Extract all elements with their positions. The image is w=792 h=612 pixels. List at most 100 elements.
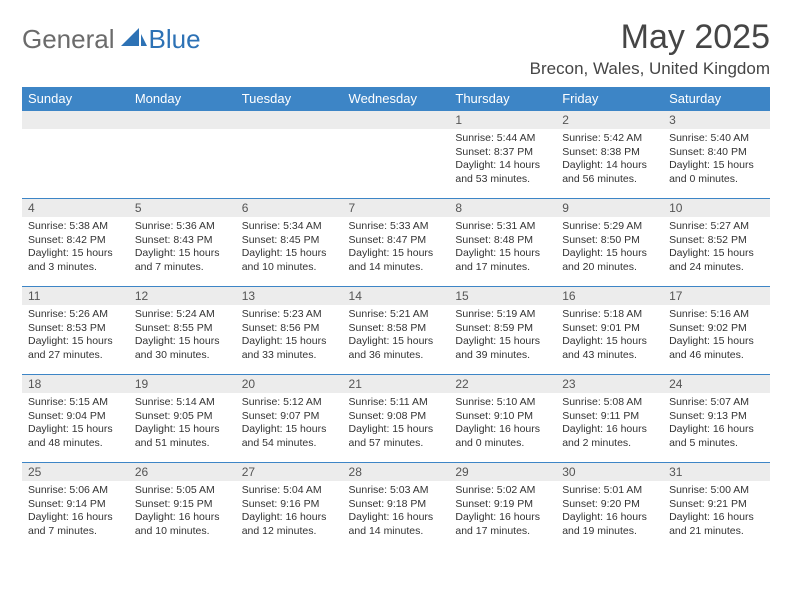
calendar-cell: 8Sunrise: 5:31 AMSunset: 8:48 PMDaylight…: [449, 199, 556, 287]
day-details: Sunrise: 5:18 AMSunset: 9:01 PMDaylight:…: [556, 305, 663, 367]
daynum-empty: [22, 111, 129, 129]
day-details: Sunrise: 5:07 AMSunset: 9:13 PMDaylight:…: [663, 393, 770, 455]
daynum: 3: [663, 111, 770, 129]
month-title: May 2025: [530, 18, 770, 57]
daynum: 13: [236, 287, 343, 305]
calendar-cell: 5Sunrise: 5:36 AMSunset: 8:43 PMDaylight…: [129, 199, 236, 287]
day-details: Sunrise: 5:06 AMSunset: 9:14 PMDaylight:…: [22, 481, 129, 543]
calendar-cell: 25Sunrise: 5:06 AMSunset: 9:14 PMDayligh…: [22, 463, 129, 551]
calendar-cell: 2Sunrise: 5:42 AMSunset: 8:38 PMDaylight…: [556, 111, 663, 199]
day-details: Sunrise: 5:16 AMSunset: 9:02 PMDaylight:…: [663, 305, 770, 367]
daynum: 11: [22, 287, 129, 305]
col-monday: Monday: [129, 87, 236, 111]
calendar-cell: 11Sunrise: 5:26 AMSunset: 8:53 PMDayligh…: [22, 287, 129, 375]
day-details: Sunrise: 5:24 AMSunset: 8:55 PMDaylight:…: [129, 305, 236, 367]
daynum: 15: [449, 287, 556, 305]
day-details: Sunrise: 5:31 AMSunset: 8:48 PMDaylight:…: [449, 217, 556, 279]
calendar-cell: 14Sunrise: 5:21 AMSunset: 8:58 PMDayligh…: [343, 287, 450, 375]
col-friday: Friday: [556, 87, 663, 111]
calendar-cell: 13Sunrise: 5:23 AMSunset: 8:56 PMDayligh…: [236, 287, 343, 375]
daynum: 24: [663, 375, 770, 393]
calendar-cell: 24Sunrise: 5:07 AMSunset: 9:13 PMDayligh…: [663, 375, 770, 463]
col-wednesday: Wednesday: [343, 87, 450, 111]
location: Brecon, Wales, United Kingdom: [530, 59, 770, 79]
logo-text-blue: Blue: [149, 24, 201, 55]
calendar-cell: 16Sunrise: 5:18 AMSunset: 9:01 PMDayligh…: [556, 287, 663, 375]
calendar-table: Sunday Monday Tuesday Wednesday Thursday…: [22, 87, 770, 551]
calendar-cell: 20Sunrise: 5:12 AMSunset: 9:07 PMDayligh…: [236, 375, 343, 463]
daynum: 31: [663, 463, 770, 481]
calendar-cell: [129, 111, 236, 199]
title-block: May 2025 Brecon, Wales, United Kingdom: [530, 18, 770, 79]
daynum: 1: [449, 111, 556, 129]
day-details: Sunrise: 5:23 AMSunset: 8:56 PMDaylight:…: [236, 305, 343, 367]
daynum: 5: [129, 199, 236, 217]
day-details: Sunrise: 5:27 AMSunset: 8:52 PMDaylight:…: [663, 217, 770, 279]
day-details: Sunrise: 5:05 AMSunset: 9:15 PMDaylight:…: [129, 481, 236, 543]
daynum: 7: [343, 199, 450, 217]
daynum: 9: [556, 199, 663, 217]
calendar-row: 4Sunrise: 5:38 AMSunset: 8:42 PMDaylight…: [22, 199, 770, 287]
day-details: Sunrise: 5:14 AMSunset: 9:05 PMDaylight:…: [129, 393, 236, 455]
calendar-cell: 29Sunrise: 5:02 AMSunset: 9:19 PMDayligh…: [449, 463, 556, 551]
calendar-cell: 12Sunrise: 5:24 AMSunset: 8:55 PMDayligh…: [129, 287, 236, 375]
day-details: Sunrise: 5:38 AMSunset: 8:42 PMDaylight:…: [22, 217, 129, 279]
calendar-cell: 28Sunrise: 5:03 AMSunset: 9:18 PMDayligh…: [343, 463, 450, 551]
calendar-cell: 26Sunrise: 5:05 AMSunset: 9:15 PMDayligh…: [129, 463, 236, 551]
day-details: Sunrise: 5:21 AMSunset: 8:58 PMDaylight:…: [343, 305, 450, 367]
logo-text-general: General: [22, 24, 115, 55]
daynum: 12: [129, 287, 236, 305]
calendar-row: 25Sunrise: 5:06 AMSunset: 9:14 PMDayligh…: [22, 463, 770, 551]
day-details: Sunrise: 5:08 AMSunset: 9:11 PMDaylight:…: [556, 393, 663, 455]
daynum: 26: [129, 463, 236, 481]
daynum: 19: [129, 375, 236, 393]
daynum: 14: [343, 287, 450, 305]
day-details: Sunrise: 5:33 AMSunset: 8:47 PMDaylight:…: [343, 217, 450, 279]
day-details: Sunrise: 5:00 AMSunset: 9:21 PMDaylight:…: [663, 481, 770, 543]
day-details: Sunrise: 5:40 AMSunset: 8:40 PMDaylight:…: [663, 129, 770, 191]
col-sunday: Sunday: [22, 87, 129, 111]
calendar-cell: 17Sunrise: 5:16 AMSunset: 9:02 PMDayligh…: [663, 287, 770, 375]
day-details: Sunrise: 5:42 AMSunset: 8:38 PMDaylight:…: [556, 129, 663, 191]
calendar-cell: 23Sunrise: 5:08 AMSunset: 9:11 PMDayligh…: [556, 375, 663, 463]
daynum-empty: [343, 111, 450, 129]
calendar-cell: 7Sunrise: 5:33 AMSunset: 8:47 PMDaylight…: [343, 199, 450, 287]
day-details: Sunrise: 5:29 AMSunset: 8:50 PMDaylight:…: [556, 217, 663, 279]
calendar-row: 18Sunrise: 5:15 AMSunset: 9:04 PMDayligh…: [22, 375, 770, 463]
calendar-cell: 22Sunrise: 5:10 AMSunset: 9:10 PMDayligh…: [449, 375, 556, 463]
daynum: 10: [663, 199, 770, 217]
day-details: Sunrise: 5:15 AMSunset: 9:04 PMDaylight:…: [22, 393, 129, 455]
daynum: 6: [236, 199, 343, 217]
col-saturday: Saturday: [663, 87, 770, 111]
day-details: Sunrise: 5:02 AMSunset: 9:19 PMDaylight:…: [449, 481, 556, 543]
daynum: 20: [236, 375, 343, 393]
logo-sail-icon: [121, 26, 147, 53]
calendar-cell: 27Sunrise: 5:04 AMSunset: 9:16 PMDayligh…: [236, 463, 343, 551]
calendar-row: 1Sunrise: 5:44 AMSunset: 8:37 PMDaylight…: [22, 111, 770, 199]
calendar-cell: 9Sunrise: 5:29 AMSunset: 8:50 PMDaylight…: [556, 199, 663, 287]
daynum: 4: [22, 199, 129, 217]
calendar-body: 1Sunrise: 5:44 AMSunset: 8:37 PMDaylight…: [22, 111, 770, 551]
daynum: 8: [449, 199, 556, 217]
calendar-cell: 4Sunrise: 5:38 AMSunset: 8:42 PMDaylight…: [22, 199, 129, 287]
logo: General Blue: [22, 18, 201, 55]
calendar-cell: 10Sunrise: 5:27 AMSunset: 8:52 PMDayligh…: [663, 199, 770, 287]
daynum-empty: [129, 111, 236, 129]
daynum: 2: [556, 111, 663, 129]
calendar-cell: 15Sunrise: 5:19 AMSunset: 8:59 PMDayligh…: [449, 287, 556, 375]
daynum-empty: [236, 111, 343, 129]
calendar-row: 11Sunrise: 5:26 AMSunset: 8:53 PMDayligh…: [22, 287, 770, 375]
col-tuesday: Tuesday: [236, 87, 343, 111]
col-thursday: Thursday: [449, 87, 556, 111]
day-details: Sunrise: 5:34 AMSunset: 8:45 PMDaylight:…: [236, 217, 343, 279]
daynum: 25: [22, 463, 129, 481]
calendar-cell: 19Sunrise: 5:14 AMSunset: 9:05 PMDayligh…: [129, 375, 236, 463]
day-details: Sunrise: 5:01 AMSunset: 9:20 PMDaylight:…: [556, 481, 663, 543]
day-details: Sunrise: 5:03 AMSunset: 9:18 PMDaylight:…: [343, 481, 450, 543]
calendar-cell: [22, 111, 129, 199]
day-details: Sunrise: 5:12 AMSunset: 9:07 PMDaylight:…: [236, 393, 343, 455]
calendar-cell: 21Sunrise: 5:11 AMSunset: 9:08 PMDayligh…: [343, 375, 450, 463]
daynum: 23: [556, 375, 663, 393]
calendar-cell: 18Sunrise: 5:15 AMSunset: 9:04 PMDayligh…: [22, 375, 129, 463]
calendar-cell: 3Sunrise: 5:40 AMSunset: 8:40 PMDaylight…: [663, 111, 770, 199]
